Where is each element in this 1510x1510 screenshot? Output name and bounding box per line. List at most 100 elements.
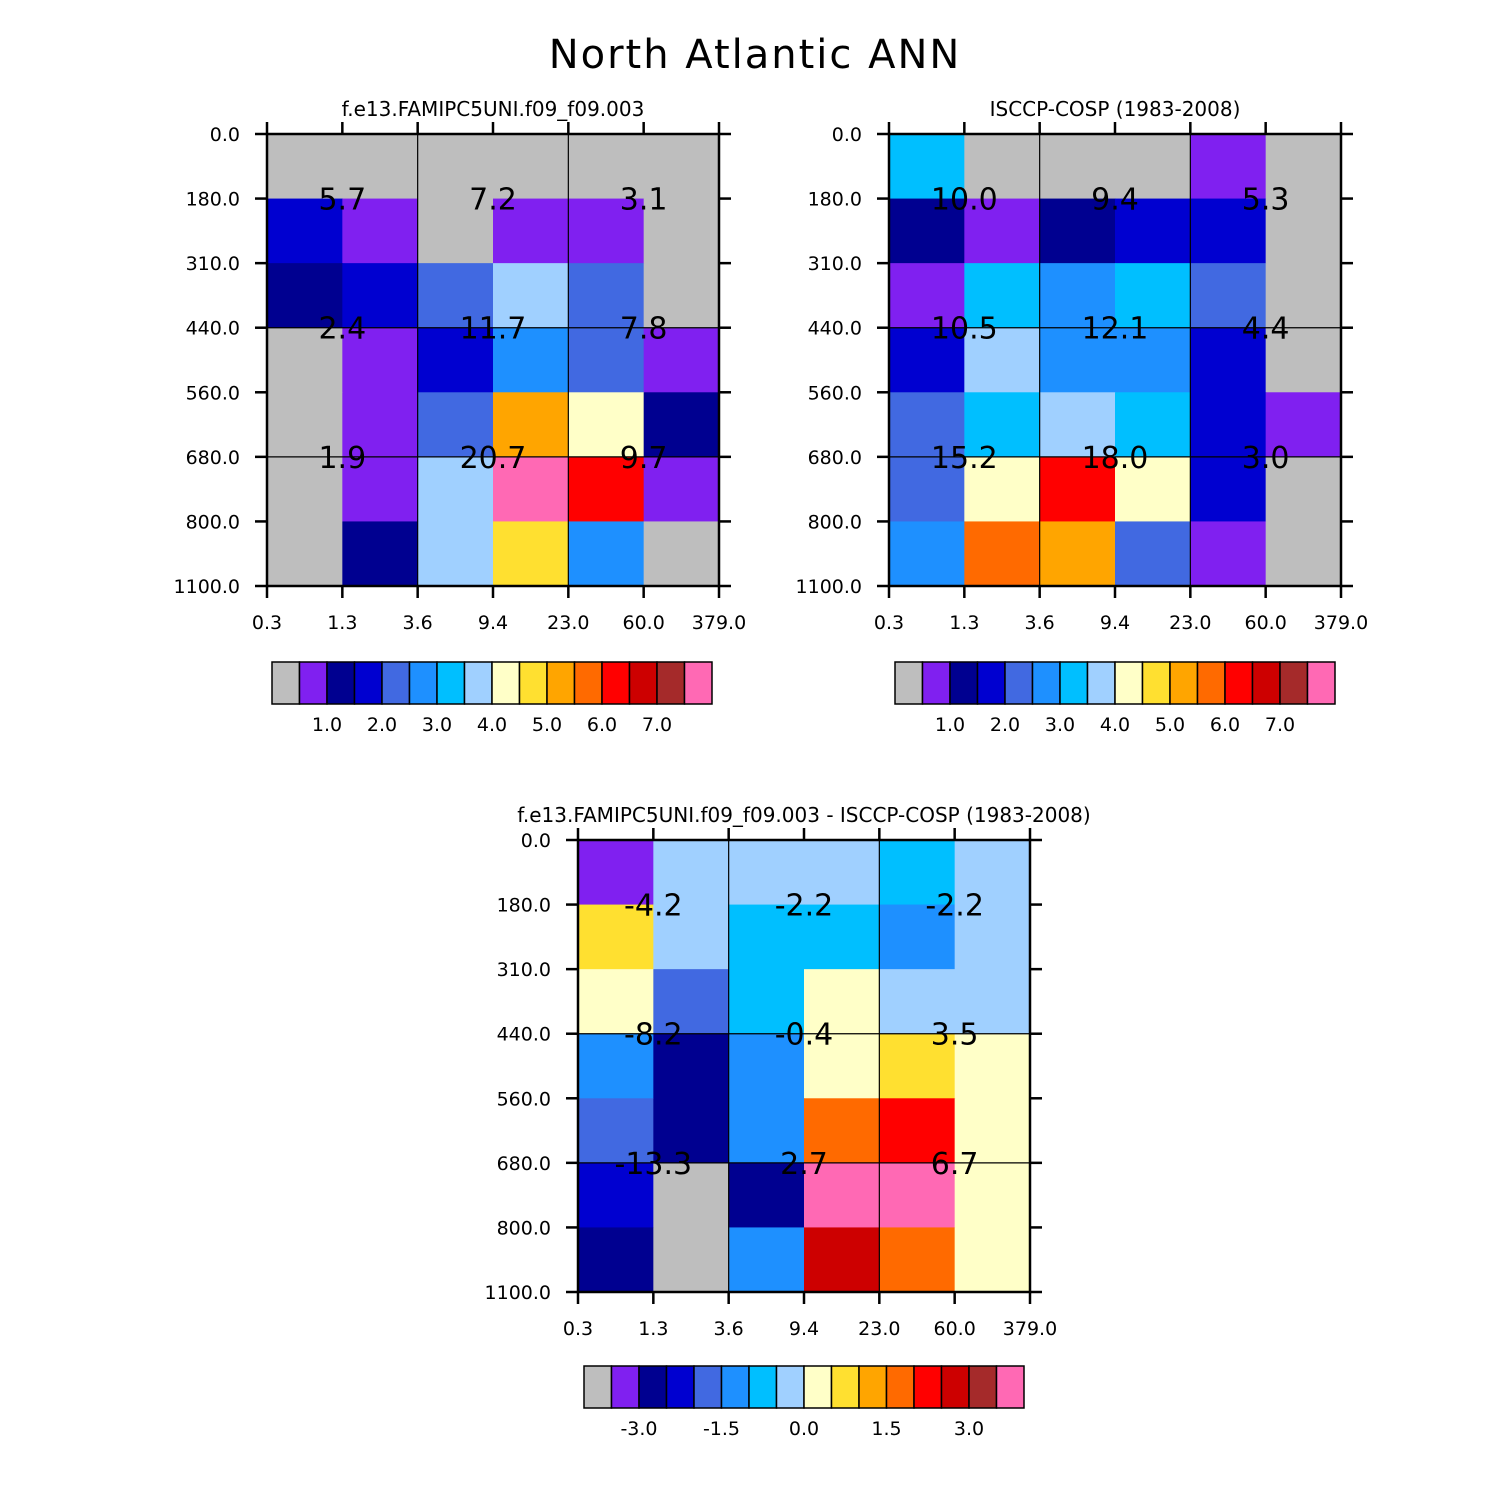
heatmap-cell xyxy=(493,327,569,393)
heatmap-cell xyxy=(493,263,569,329)
block-value-label: 3.5 xyxy=(931,1018,979,1053)
colorbar-swatch xyxy=(326,661,356,705)
colorbar-label: 7.0 xyxy=(642,714,672,736)
heatmap-cell xyxy=(879,1162,956,1229)
block-value-label: 12.1 xyxy=(1082,312,1149,347)
heatmap-cell xyxy=(568,521,645,587)
y-tick-label: 0.0 xyxy=(832,124,862,146)
colorbar-swatch xyxy=(1141,661,1171,705)
heatmap-cell xyxy=(493,198,569,264)
heatmap-cell xyxy=(954,1033,1031,1099)
colorbar-swatch xyxy=(583,1365,613,1409)
y-tick-label: 560.0 xyxy=(808,382,862,404)
colorbar-label: -3.0 xyxy=(620,1418,657,1440)
colorbar-swatch xyxy=(949,661,979,705)
block-value-label: -4.2 xyxy=(624,889,683,924)
colorbar-swatch xyxy=(885,1365,915,1409)
heatmap-cell xyxy=(568,263,645,329)
colorbar-swatch xyxy=(1004,661,1034,705)
heatmap-cell xyxy=(653,904,730,970)
y-tick-label: 560.0 xyxy=(186,382,240,404)
heatmap-cell xyxy=(568,198,645,264)
heatmap-cell xyxy=(879,1227,956,1293)
heatmap-cell xyxy=(964,456,1041,523)
heatmap-cell xyxy=(342,456,419,523)
heatmap-cell xyxy=(342,198,419,264)
x-tick-label: 60.0 xyxy=(1245,612,1287,634)
heatmap-cell xyxy=(417,392,494,458)
heatmap-cell xyxy=(653,1162,730,1229)
heatmap-cell xyxy=(1039,456,1116,523)
block-value-label: 10.0 xyxy=(931,183,998,218)
block-value-label: 4.4 xyxy=(1242,312,1290,347)
heatmap-cell xyxy=(643,134,720,200)
y-tick-label: 1100.0 xyxy=(485,1282,551,1304)
heatmap-cell xyxy=(267,134,343,200)
heatmap-cell xyxy=(1190,392,1267,458)
heatmap-cell xyxy=(653,1033,730,1099)
heatmap-cell xyxy=(653,1227,730,1293)
heatmap-cell xyxy=(1115,521,1191,587)
heatmap-cell xyxy=(267,392,343,458)
panel-title: f.e13.FAMIPC5UNI.f09_f09.003 - ISCCP-COS… xyxy=(517,803,1090,827)
colorbar-swatch xyxy=(1196,661,1226,705)
heatmap-cell xyxy=(728,1162,805,1229)
heatmap-cell xyxy=(1115,456,1191,523)
colorbar-swatch xyxy=(1224,661,1254,705)
heatmap-cell xyxy=(1190,198,1267,264)
x-tick-label: 379.0 xyxy=(1003,1318,1057,1340)
heatmap-cell xyxy=(1039,327,1116,393)
block-value-label: 2.7 xyxy=(780,1147,828,1182)
heatmap-cell xyxy=(964,263,1041,329)
heatmap-cell xyxy=(1115,198,1191,264)
block-value-label: 7.2 xyxy=(469,183,517,218)
colorbar-label: 1.0 xyxy=(312,714,342,736)
heatmap-cell xyxy=(643,521,720,587)
colorbar-swatch xyxy=(271,661,301,705)
x-tick-label: 23.0 xyxy=(1169,612,1211,634)
heatmap-cell xyxy=(417,521,494,587)
x-tick-label: 9.4 xyxy=(789,1318,819,1340)
colorbar-swatch xyxy=(995,1365,1025,1409)
heatmap-cell xyxy=(879,1098,956,1164)
colorbar-swatch xyxy=(665,1365,695,1409)
colorbar-swatch xyxy=(656,661,686,705)
y-tick-label: 680.0 xyxy=(186,447,240,469)
colorbar-swatch xyxy=(940,1365,970,1409)
heatmap-cell xyxy=(342,263,419,329)
colorbar-swatch xyxy=(1086,661,1116,705)
heatmap-cell xyxy=(879,840,956,906)
heatmap-cell xyxy=(578,1033,654,1099)
block-value-label: 9.7 xyxy=(620,441,668,476)
colorbar-swatch xyxy=(1279,661,1309,705)
y-tick-label: 800.0 xyxy=(808,511,862,533)
y-tick-label: 800.0 xyxy=(497,1217,551,1239)
heatmap-cell xyxy=(578,840,654,906)
block-value-label: 10.5 xyxy=(931,312,998,347)
colorbar-label: 0.0 xyxy=(789,1418,819,1440)
heatmap-cell xyxy=(643,327,720,393)
heatmap-cell xyxy=(728,969,805,1035)
colorbar-swatch xyxy=(491,661,521,705)
heatmap-cell xyxy=(1039,521,1116,587)
heatmap-cell xyxy=(954,904,1031,970)
block-value-label: -2.2 xyxy=(925,889,984,924)
x-tick-label: 60.0 xyxy=(623,612,665,634)
colorbar-swatch xyxy=(693,1365,723,1409)
y-tick-label: 0.0 xyxy=(210,124,240,146)
colorbar-label: 1.5 xyxy=(871,1418,901,1440)
block-value-label: 9.4 xyxy=(1091,183,1139,218)
heatmap-cell xyxy=(342,521,419,587)
colorbar-label: 3.0 xyxy=(422,714,452,736)
heatmap-cell xyxy=(1265,263,1342,329)
heatmap-cell xyxy=(568,327,645,393)
heatmap-cell xyxy=(342,392,419,458)
heatmap-cell xyxy=(417,456,494,523)
x-tick-label: 0.3 xyxy=(252,612,282,634)
heatmap-cell xyxy=(578,904,654,970)
heatmap-cell xyxy=(578,969,654,1035)
heatmap-cell xyxy=(889,456,965,523)
x-tick-label: 3.6 xyxy=(403,612,433,634)
colorbar-swatch xyxy=(830,1365,860,1409)
